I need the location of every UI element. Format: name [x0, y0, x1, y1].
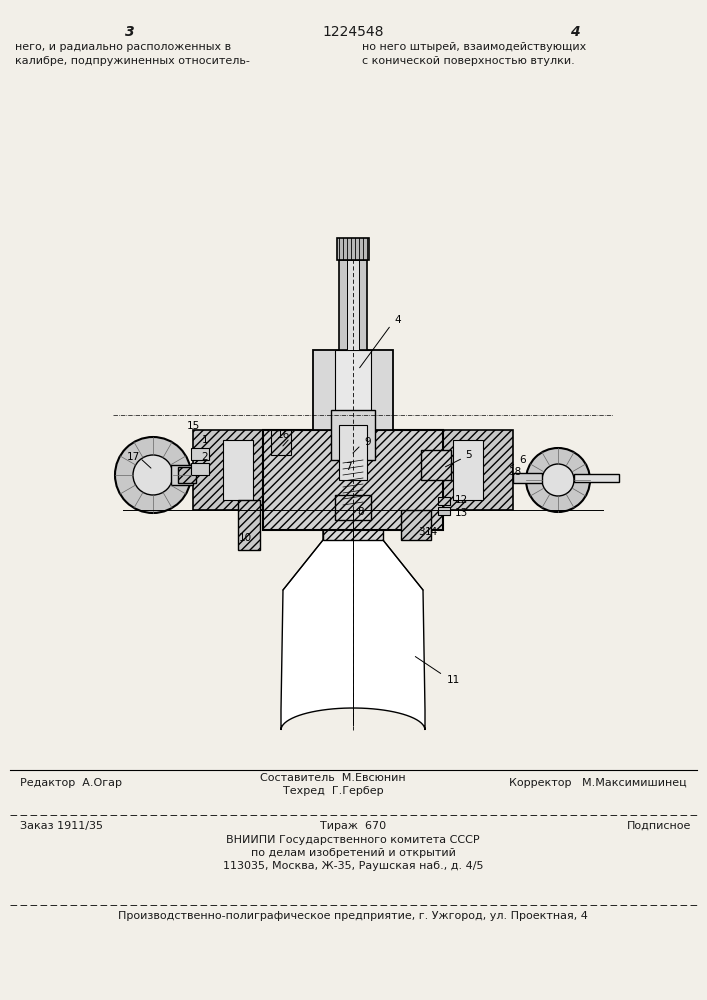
Text: 13: 13	[455, 508, 467, 518]
Bar	[453, 440, 483, 500]
Bar	[331, 410, 375, 460]
Bar	[238, 500, 260, 550]
Text: него, и радиально расположенных в
калибре, подпружиненных относитель-: него, и радиально расположенных в калибр…	[15, 42, 250, 66]
Bar	[337, 238, 369, 260]
Text: Подписное: Подписное	[627, 821, 691, 831]
Text: но него штырей, взаимодействующих
с конической поверхностью втулки.: но него штырей, взаимодействующих с кони…	[362, 42, 586, 66]
Circle shape	[115, 437, 191, 513]
Text: Техред  Г.Гербер: Техред Г.Гербер	[283, 786, 383, 796]
Text: 3: 3	[125, 25, 135, 39]
Bar	[443, 430, 513, 510]
Text: 1: 1	[201, 435, 209, 445]
Bar	[263, 430, 443, 530]
Text: 1224548: 1224548	[322, 25, 384, 39]
Bar	[223, 440, 253, 500]
Text: 18: 18	[508, 467, 522, 477]
Bar	[513, 473, 542, 483]
Text: ВНИИПИ Государственного комитета СССР: ВНИИПИ Государственного комитета СССР	[226, 835, 480, 845]
Text: 9: 9	[365, 437, 371, 447]
Text: Производственно-полиграфическое предприятие, г. Ужгород, ул. Проектная, 4: Производственно-полиграфическое предприя…	[118, 911, 588, 921]
Text: Корректор   М.Максимишинец: Корректор М.Максимишинец	[509, 778, 687, 788]
Text: 14: 14	[424, 527, 438, 537]
Text: 16: 16	[276, 430, 290, 440]
Bar	[438, 507, 450, 515]
Bar	[339, 425, 367, 480]
Bar	[271, 430, 291, 455]
Bar	[438, 497, 450, 505]
Text: 8: 8	[358, 507, 364, 517]
Text: Тираж  670: Тираж 670	[320, 821, 386, 831]
Polygon shape	[281, 510, 425, 730]
Bar	[193, 430, 263, 510]
Bar	[347, 260, 359, 350]
Text: 3: 3	[418, 527, 424, 537]
Text: 4: 4	[395, 315, 402, 325]
Text: 10: 10	[238, 533, 252, 543]
Bar	[339, 260, 367, 350]
Bar	[313, 350, 393, 430]
Bar	[335, 350, 371, 430]
Text: 17: 17	[127, 452, 139, 462]
Text: Составитель  М.Евсюнин: Составитель М.Евсюнин	[260, 773, 406, 783]
Circle shape	[133, 455, 173, 495]
Bar	[171, 465, 193, 485]
Text: Редактор  А.Огар: Редактор А.Огар	[20, 778, 122, 788]
Bar	[401, 510, 431, 540]
Bar	[335, 495, 371, 520]
Text: 2: 2	[201, 452, 209, 462]
Bar	[178, 467, 196, 483]
Text: 4: 4	[570, 25, 580, 39]
Bar	[323, 510, 383, 540]
Bar	[574, 474, 619, 482]
Bar	[191, 448, 209, 460]
Text: 113035, Москва, Ж-35, Раушская наб., д. 4/5: 113035, Москва, Ж-35, Раушская наб., д. …	[223, 861, 484, 871]
Text: 7: 7	[345, 462, 351, 472]
Bar	[191, 463, 209, 475]
Text: 15: 15	[187, 421, 199, 431]
Text: по делам изобретений и открытий: по делам изобретений и открытий	[250, 848, 455, 858]
Text: 5: 5	[464, 450, 472, 460]
Circle shape	[542, 464, 574, 496]
Bar	[421, 450, 451, 480]
Text: 11: 11	[446, 675, 460, 685]
Text: 6: 6	[520, 455, 526, 465]
Circle shape	[526, 448, 590, 512]
Text: 12: 12	[455, 495, 467, 505]
Text: Заказ 1911/35: Заказ 1911/35	[20, 821, 103, 831]
